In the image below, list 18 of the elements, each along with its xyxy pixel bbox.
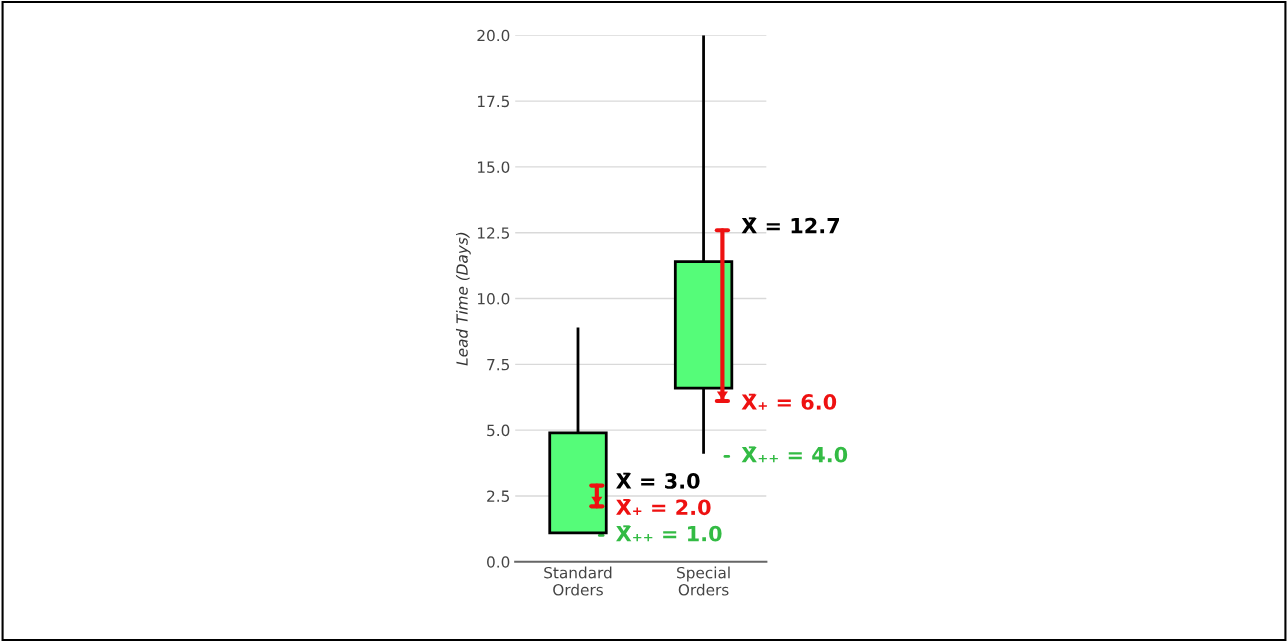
y-tick-label: 15.0: [478, 161, 510, 173]
y-tick-label: 0.0: [487, 556, 510, 568]
y-tick-label: 5.0: [487, 424, 510, 437]
y-tick-label: 12.5: [478, 227, 509, 239]
y-tick-label: 10.0: [478, 293, 510, 305]
y-tick-label: 7.5: [487, 359, 510, 371]
x-tick-label: Special Orders: [677, 566, 730, 596]
y-tick-label: 20.0: [477, 29, 510, 42]
annotation: X̄ = 3.0: [616, 472, 700, 489]
x-tick-label: Standard Orders: [544, 566, 612, 596]
annotation: X̄₊₊ = 4.0: [741, 446, 848, 463]
annotation: X̄₊ = 6.0: [741, 393, 837, 410]
annotation: X̄ = 12.7: [741, 217, 840, 234]
y-axis-title: Lead Time (Days): [455, 232, 471, 366]
y-tick-label: 2.5: [487, 490, 510, 502]
annotation: X̄₊₊ = 1.0: [616, 525, 722, 542]
annotation: X̄₊ = 2.0: [616, 499, 711, 516]
y-tick-label: 17.5: [478, 95, 509, 108]
